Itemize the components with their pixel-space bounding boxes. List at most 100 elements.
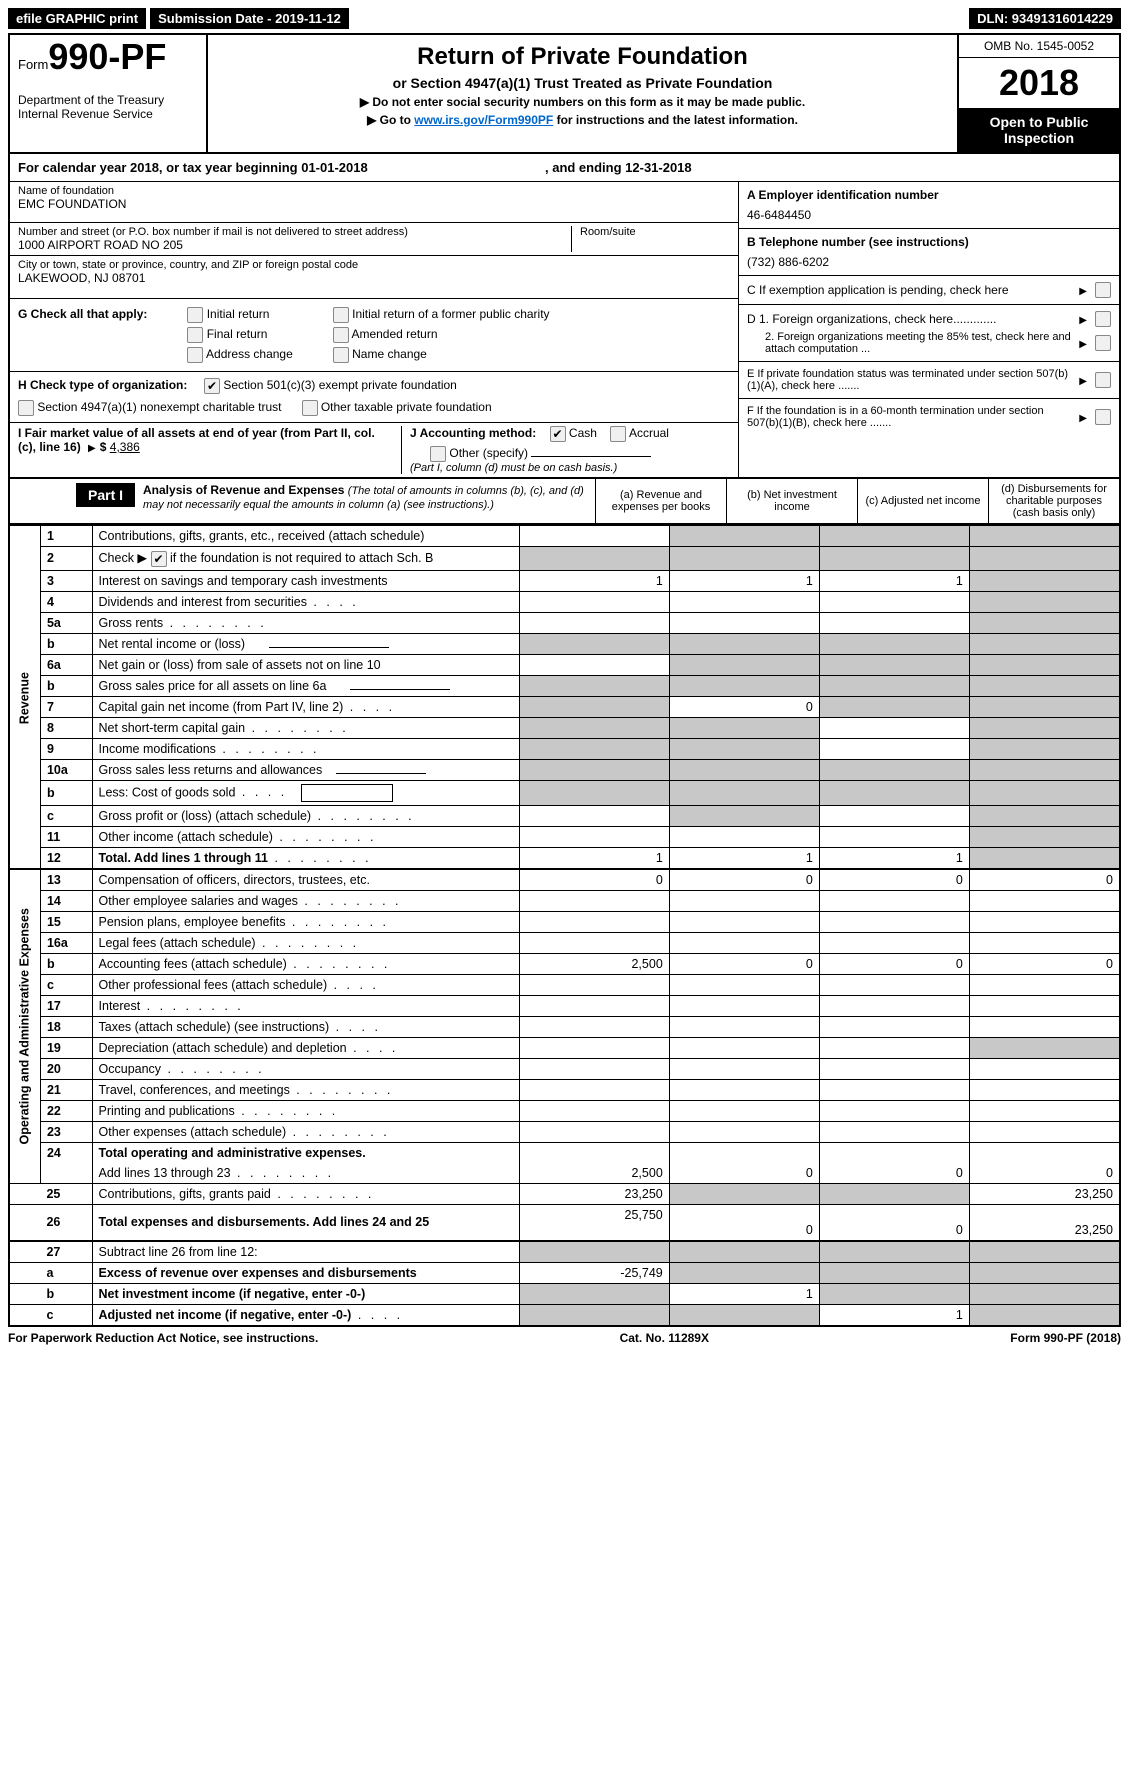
j-note: (Part I, column (d) must be on cash basi… <box>410 462 730 474</box>
irs-link[interactable]: www.irs.gov/Form990PF <box>414 113 553 127</box>
top-bar: efile GRAPHIC print Submission Date - 20… <box>8 8 1121 29</box>
address-change-checkbox[interactable] <box>187 347 203 363</box>
l26-d: 23,250 <box>969 1204 1120 1241</box>
e-checkbox[interactable] <box>1095 372 1111 388</box>
dln-box: DLN: 93491316014229 <box>969 8 1121 29</box>
l16b-d: 0 <box>969 953 1120 974</box>
accrual-label: Accrual <box>629 426 669 440</box>
f-checkbox[interactable] <box>1095 409 1111 425</box>
line-2: Check ▶ if the foundation is not require… <box>92 547 519 571</box>
line-13: Compensation of officers, directors, tru… <box>92 869 519 891</box>
line-27b: Net investment income (if negative, ente… <box>99 1287 366 1301</box>
final-return-label: Final return <box>207 327 268 341</box>
l26-a: 25,750 <box>519 1204 669 1241</box>
foundation-address: 1000 AIRPORT ROAD NO 205 <box>18 238 571 252</box>
dollar-sign: $ <box>100 440 107 454</box>
page-footer: For Paperwork Reduction Act Notice, see … <box>8 1327 1121 1345</box>
amended-return-label: Amended return <box>351 327 437 341</box>
room-label: Room/suite <box>580 226 730 238</box>
l12-a: 1 <box>519 847 669 869</box>
line-5b: Net rental income or (loss) <box>99 637 246 651</box>
line-10b: Less: Cost of goods sold <box>99 785 236 799</box>
schb-checkbox[interactable] <box>151 551 167 567</box>
l24-d: 0 <box>969 1163 1120 1184</box>
line-6b: Gross sales price for all assets on line… <box>99 679 327 693</box>
instructions-link-line: ▶ Go to www.irs.gov/Form990PF for instru… <box>216 113 949 127</box>
accrual-checkbox[interactable] <box>610 426 626 442</box>
d1-checkbox[interactable] <box>1095 311 1111 327</box>
l13-a: 0 <box>519 869 669 891</box>
initial-former-label: Initial return of a former public charit… <box>352 307 549 321</box>
line-15: Pension plans, employee benefits <box>99 915 286 929</box>
initial-return-label: Initial return <box>207 307 270 321</box>
tax-year: 2018 <box>959 58 1119 108</box>
i-label: I Fair market value of all assets at end… <box>18 426 375 454</box>
footer-right: Form 990-PF (2018) <box>1010 1331 1121 1345</box>
line-11: Other income (attach schedule) <box>99 830 273 844</box>
ein-label: A Employer identification number <box>747 188 939 202</box>
cash-checkbox[interactable] <box>550 426 566 442</box>
arrow-icon <box>1079 312 1087 326</box>
d2-label: 2. Foreign organizations meeting the 85%… <box>747 331 1075 355</box>
line-17: Interest <box>99 999 141 1013</box>
line-12: Total. Add lines 1 through 11 <box>99 851 268 865</box>
l26-b: 0 <box>669 1204 819 1241</box>
l24-b: 0 <box>669 1163 819 1184</box>
s4947-checkbox[interactable] <box>18 400 34 416</box>
h-label: H Check type of organization: <box>18 378 187 392</box>
l12-b: 1 <box>669 847 819 869</box>
tel-value: (732) 886-6202 <box>747 255 1111 269</box>
other-taxable-checkbox[interactable] <box>302 400 318 416</box>
initial-former-checkbox[interactable] <box>333 307 349 323</box>
l24-a: 2,500 <box>519 1163 669 1184</box>
cal-year-begin: For calendar year 2018, or tax year begi… <box>18 160 368 175</box>
open-public-badge: Open to Public Inspection <box>959 108 1119 152</box>
l3-c: 1 <box>819 570 969 591</box>
line-20: Occupancy <box>99 1062 162 1076</box>
line-27a: Excess of revenue over expenses and disb… <box>99 1266 417 1280</box>
l16b-b: 0 <box>669 953 819 974</box>
l13-b: 0 <box>669 869 819 891</box>
part1-title: Analysis of Revenue and Expenses <box>143 483 344 497</box>
cash-label: Cash <box>569 426 597 440</box>
line-19: Depreciation (attach schedule) and deple… <box>99 1041 347 1055</box>
line-16b: Accounting fees (attach schedule) <box>99 957 287 971</box>
arrow-icon <box>1079 283 1087 297</box>
efile-box: efile GRAPHIC print <box>8 8 146 29</box>
foundation-name: EMC FOUNDATION <box>18 197 730 211</box>
line-1: Contributions, gifts, grants, etc., rece… <box>92 526 519 547</box>
l12-c: 1 <box>819 847 969 869</box>
initial-return-checkbox[interactable] <box>187 307 203 323</box>
other-method-checkbox[interactable] <box>430 446 446 462</box>
name-change-checkbox[interactable] <box>333 347 349 363</box>
l13-d: 0 <box>969 869 1120 891</box>
line-6a: Net gain or (loss) from sale of assets n… <box>92 654 519 675</box>
g-label: G Check all that apply: <box>18 307 147 321</box>
other-method-label: Other (specify) <box>449 446 528 460</box>
ein-value: 46-6484450 <box>747 208 1111 222</box>
line-25: Contributions, gifts, grants paid <box>99 1187 271 1201</box>
line-18: Taxes (attach schedule) (see instruction… <box>99 1020 330 1034</box>
line-4: Dividends and interest from securities <box>99 595 307 609</box>
col-d-header: (d) Disbursements for charitable purpose… <box>988 479 1119 523</box>
s501-checkbox[interactable] <box>204 378 220 394</box>
city-label: City or town, state or province, country… <box>18 259 730 271</box>
d1-label: D 1. Foreign organizations, check here..… <box>747 312 996 326</box>
arrow-icon <box>1079 336 1087 350</box>
calendar-year-row: For calendar year 2018, or tax year begi… <box>8 154 1121 182</box>
l24-c: 0 <box>819 1163 969 1184</box>
c-checkbox[interactable] <box>1095 282 1111 298</box>
other-taxable-label: Other taxable private foundation <box>321 400 492 414</box>
final-return-checkbox[interactable] <box>187 327 203 343</box>
form-header: Form990-PF Department of the Treasury In… <box>8 33 1121 154</box>
footer-mid: Cat. No. 11289X <box>620 1331 709 1345</box>
line-10a: Gross sales less returns and allowances <box>99 763 323 777</box>
d2-checkbox[interactable] <box>1095 335 1111 351</box>
address-change-label: Address change <box>206 347 293 361</box>
name-label: Name of foundation <box>18 185 730 197</box>
amended-return-checkbox[interactable] <box>333 327 349 343</box>
omb-number: OMB No. 1545-0052 <box>959 35 1119 58</box>
line-5a: Gross rents <box>99 616 164 630</box>
l16b-c: 0 <box>819 953 969 974</box>
line-3: Interest on savings and temporary cash i… <box>92 570 519 591</box>
